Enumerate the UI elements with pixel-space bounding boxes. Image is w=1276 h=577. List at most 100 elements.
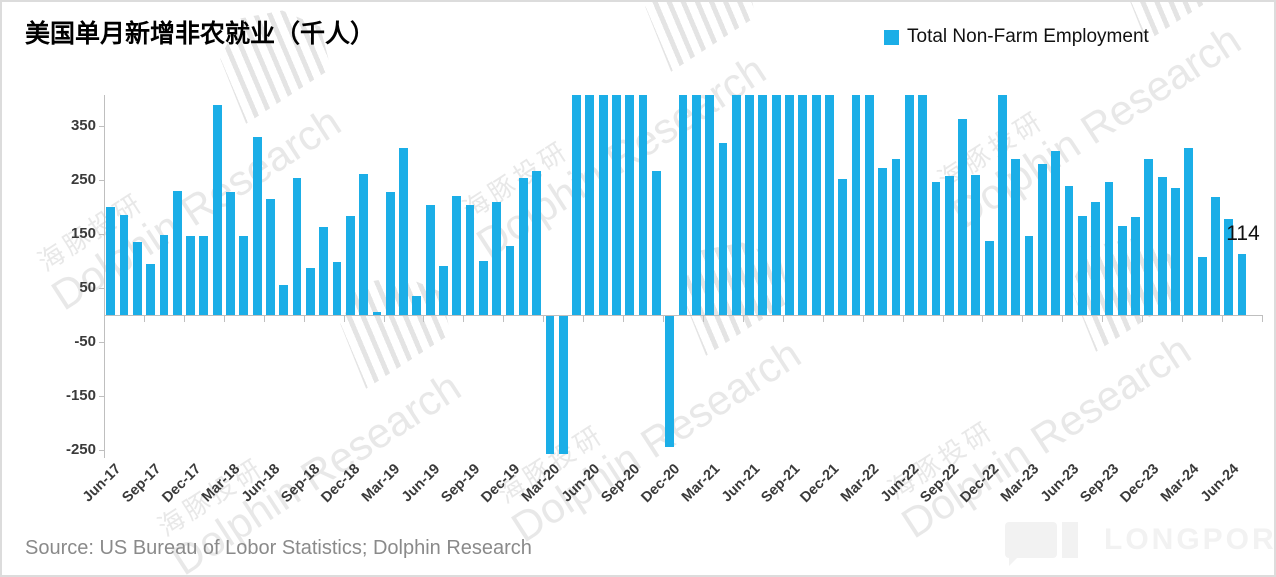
y-axis-tick [99,126,104,128]
x-axis-line [104,315,1262,316]
y-axis-label: 350 [70,117,96,135]
x-axis-tick [663,315,665,322]
bar-Jun-21 [745,95,754,315]
bar-Oct-19 [478,261,488,315]
y-axis-tick [99,288,104,290]
bar-Jul-21 [758,95,768,315]
legend: Total Non-Farm Employment [884,26,1149,48]
x-axis-tick [742,315,744,322]
bar-Jun-24 [1224,218,1234,315]
bar-Jun-22 [904,95,914,315]
bar-Sep-21 [785,95,794,315]
bar-Dec-21 [825,95,834,315]
x-axis-tick [583,315,585,322]
bar-Feb-24 [1171,187,1180,315]
bar-Jul-19 [439,266,448,315]
bar-Dec-20 [665,316,675,447]
bar-Aug-17 [132,242,142,315]
bar-Aug-18 [292,177,302,315]
longport-logo: LONGPORT [1005,522,1276,566]
bar-May-23 [1051,150,1061,315]
x-axis-tick [503,315,505,322]
bar-Feb-23 [1011,158,1021,315]
bar-Sep-20 [625,95,635,315]
x-axis-tick [1261,315,1263,322]
bar-Sep-17 [146,263,156,315]
bar-Oct-23 [1117,226,1127,315]
bar-Oct-17 [159,235,169,315]
bar-Apr-20 [558,316,568,454]
bar-Feb-21 [691,95,701,315]
bar-Mar-20 [545,316,555,454]
y-axis-tick [99,341,104,343]
bar-Oct-20 [638,95,648,315]
source-note: Source: US Bureau of Lobor Statistics; D… [25,537,532,559]
bar-Aug-22 [931,182,941,315]
data-label-latest: 114 [1226,222,1260,245]
bar-Mar-21 [705,95,715,315]
bar-Jan-24 [1157,177,1167,315]
bar-Aug-23 [1091,201,1101,315]
x-axis-tick [702,315,704,322]
bar-Jan-19 [359,174,368,315]
bar-Mar-19 [385,192,395,315]
y-axis-label: 150 [70,225,96,243]
bar-May-24 [1211,197,1220,315]
x-axis-tick [902,315,904,322]
bar-Feb-19 [372,312,382,315]
x-axis-tick [183,315,185,322]
bar-Nov-23 [1131,216,1140,315]
bar-Jun-23 [1064,185,1074,315]
legend-label: Total Non-Farm Employment [907,26,1149,47]
y-axis-label: -250 [65,440,96,458]
legend-swatch-icon [884,29,899,45]
bar-Sep-18 [305,267,315,315]
x-axis-tick [303,315,305,322]
bar-Jul-17 [119,215,129,315]
bar-Oct-22 [958,118,967,315]
y-axis-tick [99,395,104,397]
x-axis-tick [143,315,145,322]
bar-Feb-18 [212,104,222,315]
bar-Mar-22 [864,95,874,315]
y-axis-tick [99,449,104,451]
bar-Oct-21 [798,95,808,315]
bar-May-18 [252,137,262,315]
bar-Nov-19 [492,201,502,315]
x-axis-tick [862,315,864,322]
y-axis-label: -50 [74,332,96,350]
x-axis-tick [1022,315,1024,322]
bar-May-19 [412,295,422,315]
x-axis-tick [383,315,385,322]
bar-Jun-19 [425,204,435,315]
bar-Nov-20 [652,170,661,315]
x-axis-tick [982,315,984,322]
x-axis-tick [782,315,784,322]
x-axis-tick [104,315,105,322]
bar-Nov-18 [332,262,342,315]
bar-Jan-21 [678,95,688,315]
bar-May-20 [572,95,581,315]
y-axis-label: -150 [65,386,96,404]
bar-Dec-18 [345,216,355,315]
bar-Mar-23 [1024,236,1034,315]
bar-Jul-24 [1237,253,1247,315]
bar-Jun-20 [585,95,595,315]
x-axis-tick [1062,315,1064,322]
bar-Apr-18 [239,235,249,315]
bar-Apr-22 [878,167,888,315]
bar-May-22 [891,158,901,315]
y-axis-tick [99,234,104,236]
x-axis-tick [1182,315,1184,322]
bar-Aug-20 [612,95,621,315]
bar-Aug-19 [452,196,462,315]
bar-Sep-19 [465,204,475,315]
bar-Aug-21 [771,95,781,315]
longport-logo-text: LONGPORT [1104,523,1276,556]
y-axis-tick [99,180,104,182]
bar-Jan-22 [838,178,848,315]
bar-Jan-23 [998,95,1007,315]
x-axis-tick [1142,315,1144,322]
